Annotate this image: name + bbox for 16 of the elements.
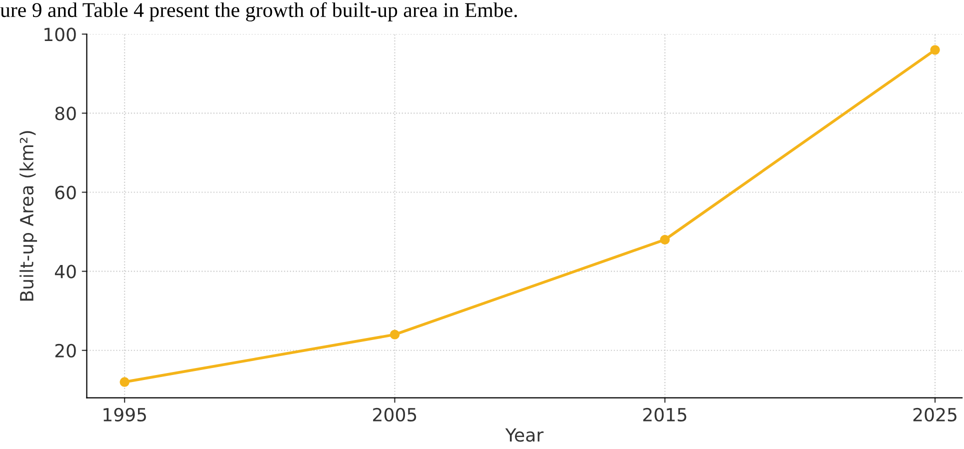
x-tick-label: 1995: [104, 408, 146, 422]
point: [930, 45, 940, 55]
y-tick-label: 60: [55, 186, 76, 200]
y-axis-title: Built-up Area (km²): [20, 131, 38, 301]
y-tick-label: 40: [54, 264, 76, 278]
y-tick-label: 80: [55, 106, 76, 120]
x-tick-label: 2015: [643, 408, 686, 422]
point: [660, 234, 670, 245]
y-tick-label: 100: [44, 28, 76, 42]
x-tick-label: 2005: [373, 408, 416, 422]
point: [390, 330, 400, 340]
text: ure 9 and Table 4 present the growth of built-up area in Embe.: [0, 2, 517, 22]
x-tick-label: 2025: [913, 408, 956, 422]
y-tick-label: 20: [55, 344, 76, 358]
x-axis-title: Year: [505, 428, 544, 442]
point: [120, 377, 130, 387]
